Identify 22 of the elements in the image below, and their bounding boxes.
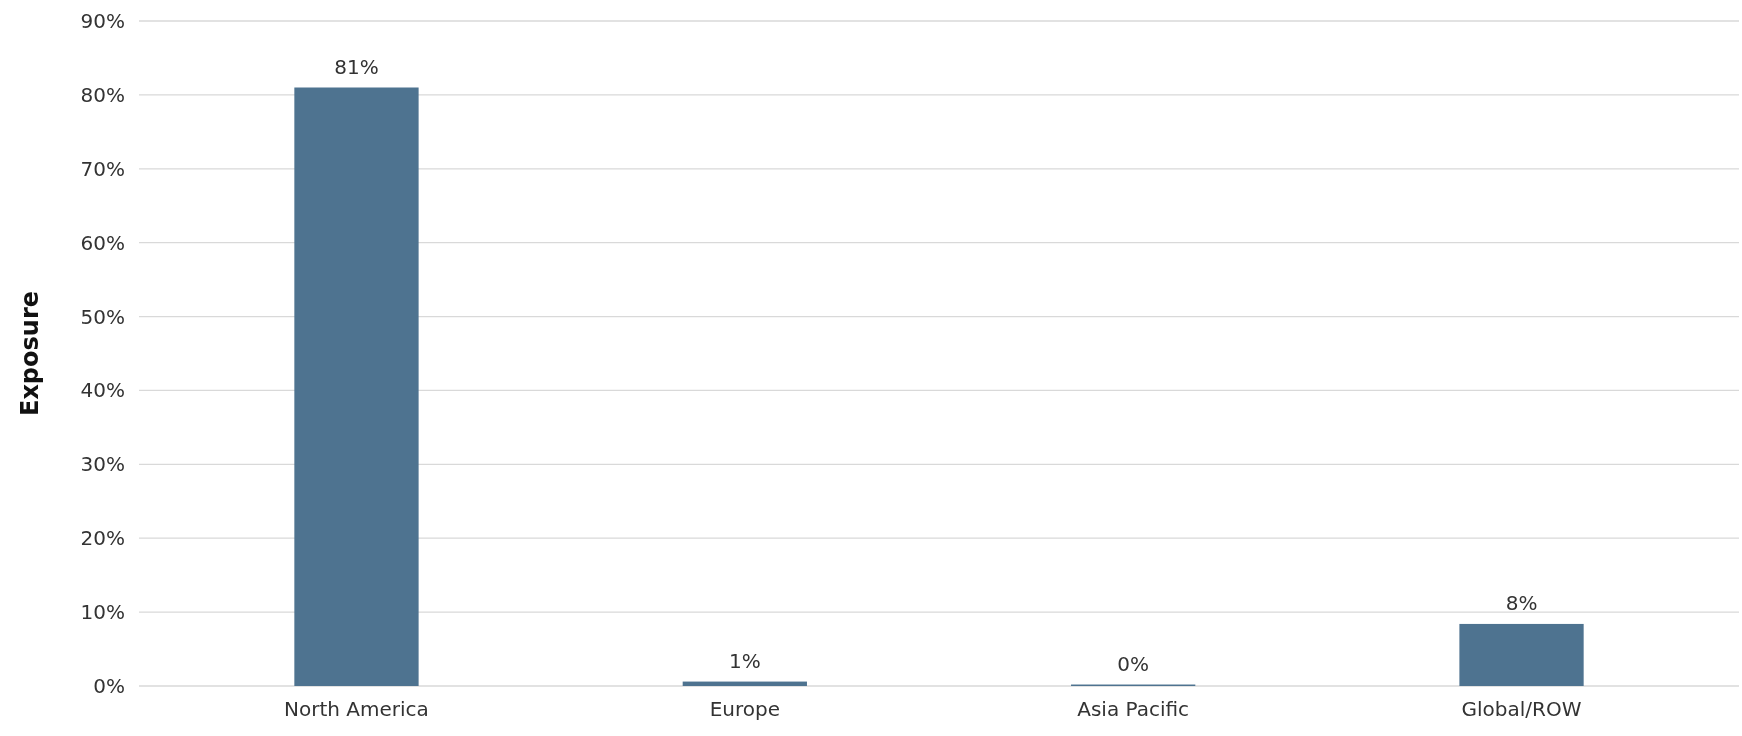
bar	[1459, 623, 1584, 686]
y-tick-label: 60%	[80, 230, 125, 255]
y-tick-label: 30%	[80, 452, 125, 477]
x-tick-label: North America	[284, 697, 429, 721]
x-tick-label: Europe	[709, 697, 780, 721]
y-tick-label: 20%	[80, 526, 125, 551]
y-axis-title: Exposure	[16, 290, 44, 417]
y-tick-label: 10%	[80, 600, 125, 625]
y-tick-label: 90%	[80, 9, 125, 33]
y-tick-label: 70%	[80, 156, 125, 181]
x-tick-label: Asia Pacific	[1077, 697, 1190, 721]
x-tick-label: Global/ROW	[1461, 697, 1582, 721]
bar	[682, 681, 807, 686]
y-tick-label: 0%	[93, 674, 125, 698]
y-tick-label: 40%	[80, 378, 125, 403]
bar	[294, 87, 419, 686]
data-label: 8%	[1505, 590, 1538, 615]
data-label: 0%	[1117, 651, 1150, 676]
data-label: 81%	[334, 54, 379, 79]
y-tick-label: 80%	[80, 82, 125, 107]
data-label: 1%	[728, 648, 761, 673]
y-tick-label: 50%	[80, 304, 125, 329]
